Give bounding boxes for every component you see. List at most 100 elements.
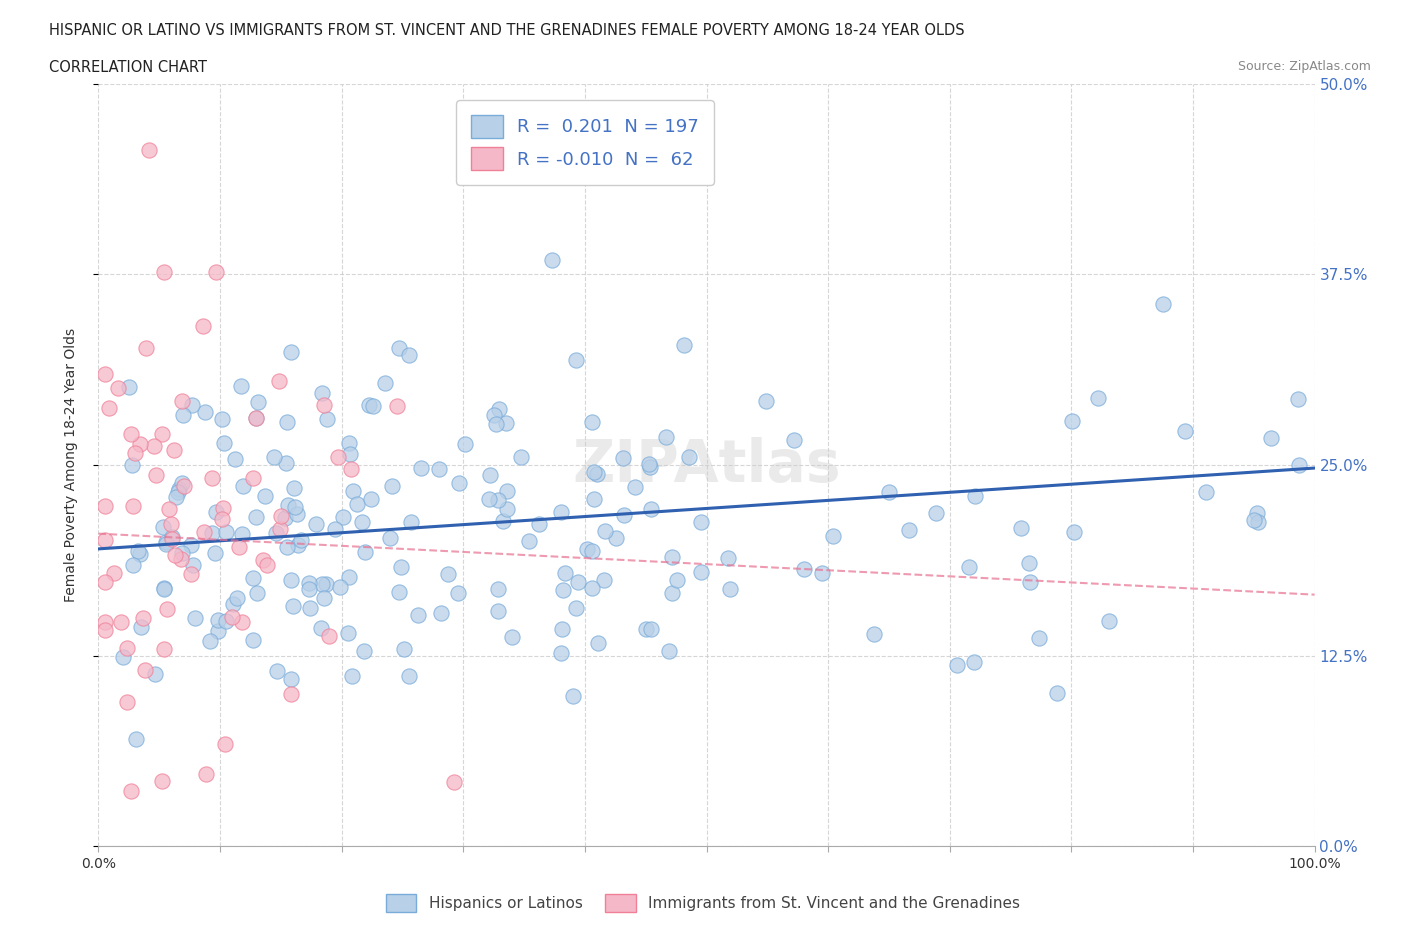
Point <box>153 642 176 657</box>
Point <box>550 504 572 519</box>
Point <box>486 581 509 596</box>
Point <box>280 345 302 360</box>
Point <box>550 645 572 660</box>
Point <box>1018 556 1040 571</box>
Point <box>527 516 550 531</box>
Point <box>103 566 125 581</box>
Point <box>112 649 135 664</box>
Point <box>946 658 969 672</box>
Point <box>443 775 465 790</box>
Point <box>339 447 361 462</box>
Point <box>655 430 678 445</box>
Point <box>329 579 352 594</box>
Point <box>270 509 292 524</box>
Point <box>567 575 589 590</box>
Text: Source: ZipAtlas.com: Source: ZipAtlas.com <box>1237 60 1371 73</box>
Point <box>152 519 174 534</box>
Legend: R =  0.201  N = 197, R = -0.010  N =  62: R = 0.201 N = 197, R = -0.010 N = 62 <box>456 100 714 185</box>
Point <box>169 551 191 566</box>
Point <box>478 467 501 482</box>
Point <box>211 512 233 526</box>
Point <box>576 541 599 556</box>
Point <box>117 641 139 656</box>
Point <box>145 468 167 483</box>
Point <box>437 566 460 581</box>
Point <box>1288 458 1310 472</box>
Point <box>93 498 115 513</box>
Point <box>565 352 588 367</box>
Point <box>634 621 657 636</box>
Point <box>212 500 235 515</box>
Y-axis label: Female Poverty Among 18-24 Year Olds: Female Poverty Among 18-24 Year Olds <box>63 328 77 602</box>
Point <box>221 610 243 625</box>
Point <box>93 366 115 381</box>
Point <box>194 766 217 781</box>
Point <box>898 522 921 537</box>
Point <box>957 560 980 575</box>
Point <box>666 573 689 588</box>
Point <box>342 484 364 498</box>
Point <box>1195 485 1218 499</box>
Point <box>93 574 115 589</box>
Point <box>204 546 226 561</box>
Point <box>269 374 291 389</box>
Text: CORRELATION CHART: CORRELATION CHART <box>49 60 207 75</box>
Point <box>326 449 349 464</box>
Point <box>624 480 647 495</box>
Point <box>496 484 519 498</box>
Point <box>582 464 605 479</box>
Point <box>398 348 420 363</box>
Point <box>963 655 986 670</box>
Point <box>125 732 148 747</box>
Point <box>661 586 683 601</box>
Point <box>1243 513 1265 528</box>
Point <box>1286 392 1309 406</box>
Point <box>638 457 661 472</box>
Point <box>1098 614 1121 629</box>
Point <box>160 517 183 532</box>
Point <box>276 539 298 554</box>
Point <box>430 605 453 620</box>
Point <box>340 669 363 684</box>
Point <box>129 437 152 452</box>
Point <box>252 552 274 567</box>
Point <box>180 538 202 553</box>
Point <box>689 514 711 529</box>
Point <box>165 489 187 504</box>
Point <box>211 411 233 426</box>
Point <box>337 436 360 451</box>
Point <box>256 558 278 573</box>
Point <box>1246 514 1268 529</box>
Point <box>406 607 429 622</box>
Point <box>613 507 636 522</box>
Point <box>488 401 510 416</box>
Point <box>486 492 509 507</box>
Point <box>132 610 155 625</box>
Point <box>198 633 221 648</box>
Point <box>1152 297 1174 312</box>
Point <box>1018 575 1040 590</box>
Text: HISPANIC OR LATINO VS IMMIGRANTS FROM ST. VINCENT AND THE GRENADINES FEMALE POVE: HISPANIC OR LATINO VS IMMIGRANTS FROM ST… <box>49 23 965 38</box>
Point <box>1260 431 1282 445</box>
Point <box>274 511 297 525</box>
Point <box>720 581 742 596</box>
Point <box>640 502 662 517</box>
Point <box>1246 505 1268 520</box>
Point <box>519 534 541 549</box>
Point <box>264 525 287 540</box>
Point <box>231 615 253 630</box>
Point <box>167 485 190 499</box>
Point <box>318 628 340 643</box>
Point <box>280 671 302 686</box>
Point <box>207 612 229 627</box>
Point <box>269 522 291 537</box>
Point <box>280 687 302 702</box>
Point <box>245 509 267 524</box>
Point <box>93 622 115 637</box>
Point <box>392 642 415 657</box>
Point <box>155 537 177 551</box>
Point <box>672 338 695 352</box>
Point <box>401 514 423 529</box>
Point <box>810 565 832 580</box>
Point <box>153 581 176 596</box>
